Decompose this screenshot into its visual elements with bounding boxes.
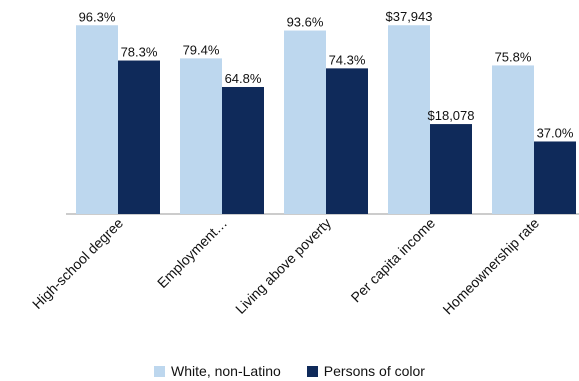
value-label-white-2: 93.6% xyxy=(287,15,324,30)
bar-poc-0 xyxy=(118,60,160,215)
bar-poc-1 xyxy=(222,86,264,214)
bar-white-2 xyxy=(284,30,326,214)
value-label-white-3: $37,943 xyxy=(386,9,433,24)
category-label-4: Homeownership rate xyxy=(439,215,542,318)
value-label-poc-2: 74.3% xyxy=(329,52,366,67)
category-label-2: Living above poverty xyxy=(232,215,334,317)
bar-poc-4 xyxy=(534,141,576,214)
legend-label-white: White, non-Latino xyxy=(171,363,281,379)
category-labels-group: High-school degree Employment… Living abov… xyxy=(29,215,542,318)
legend-swatch-poc xyxy=(306,365,318,377)
legend-label-poc: Persons of color xyxy=(323,363,425,379)
bar-white-1 xyxy=(180,58,222,214)
category-label-3: Per capita income xyxy=(348,215,439,306)
value-label-white-0: 96.3% xyxy=(79,9,116,24)
legend: White, non-Latino Persons of color xyxy=(0,361,579,381)
value-label-poc-3: $18,078 xyxy=(428,108,475,123)
value-label-white-1: 79.4% xyxy=(183,42,220,57)
legend-item-poc: Persons of color xyxy=(306,363,425,379)
legend-item-white: White, non-Latino xyxy=(154,363,281,379)
bars-group xyxy=(76,25,576,215)
value-label-poc-4: 37.0% xyxy=(537,125,574,140)
category-label-1: Employment… xyxy=(154,215,230,291)
value-label-poc-1: 64.8% xyxy=(225,71,262,86)
value-label-poc-0: 78.3% xyxy=(121,45,158,60)
bar-poc-2 xyxy=(326,68,368,214)
value-label-white-4: 75.8% xyxy=(495,49,532,64)
bar-white-0 xyxy=(76,25,118,215)
legend-swatch-white xyxy=(154,365,166,377)
bar-white-3 xyxy=(388,25,430,215)
bar-poc-3 xyxy=(430,124,472,214)
category-label-0: High-school degree xyxy=(29,215,126,312)
bar-white-4 xyxy=(492,65,534,214)
value-labels-group: 96.3% 78.3% 79.4% 64.8% 93.6% 74.3% $37,943 $18… xyxy=(79,9,574,140)
